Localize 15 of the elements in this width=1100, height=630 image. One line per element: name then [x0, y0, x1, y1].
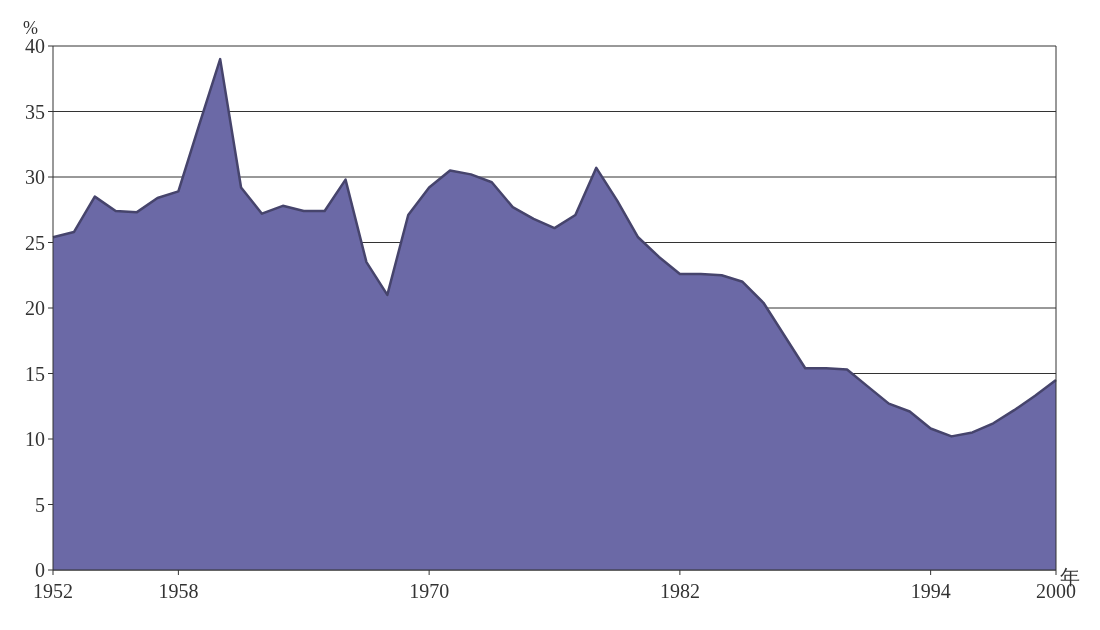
y-tick-label: 0: [35, 559, 45, 581]
y-tick-label: 35: [25, 100, 45, 123]
x-tick-label: 1970: [409, 580, 450, 602]
x-tick-label: 1952: [33, 580, 73, 602]
y-tick-label: 30: [25, 166, 45, 188]
y-tick-label: 20: [25, 297, 45, 319]
y-axis-title: %: [23, 18, 38, 38]
x-tick-label: 1958: [158, 580, 199, 602]
y-tick-label: 25: [25, 231, 45, 254]
y-tick-label: 10: [25, 428, 45, 450]
y-tick-label: 15: [25, 362, 45, 385]
y-tick-label: 5: [35, 493, 45, 516]
x-tick-label: 1982: [659, 580, 700, 602]
x-tick-label: 1994: [910, 580, 951, 602]
y-tick-label: 40: [25, 35, 45, 57]
